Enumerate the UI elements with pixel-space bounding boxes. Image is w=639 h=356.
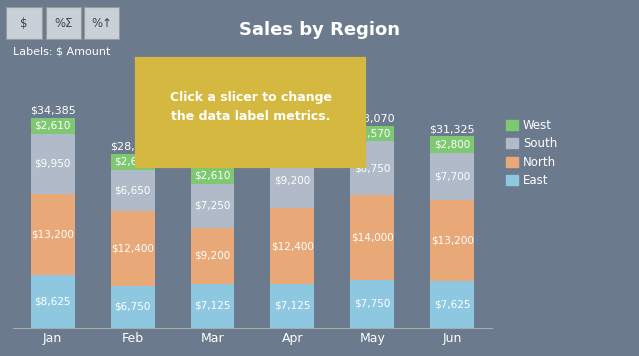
Bar bbox=[430, 281, 474, 328]
Text: $6,650: $6,650 bbox=[114, 185, 151, 195]
Text: Labels: $ Amount: Labels: $ Amount bbox=[13, 46, 110, 56]
Text: $6,750: $6,750 bbox=[114, 302, 151, 312]
Text: $7,250: $7,250 bbox=[194, 201, 231, 211]
Bar bbox=[31, 194, 75, 275]
Text: $9,950: $9,950 bbox=[35, 159, 71, 169]
Text: $7,125: $7,125 bbox=[194, 301, 231, 311]
Text: %Σ: %Σ bbox=[54, 17, 73, 30]
Bar bbox=[350, 195, 394, 280]
Text: $31,295: $31,295 bbox=[270, 124, 315, 135]
Text: $26,185: $26,185 bbox=[190, 156, 235, 166]
Text: $9,200: $9,200 bbox=[274, 175, 311, 185]
Bar bbox=[350, 126, 394, 141]
Bar bbox=[111, 286, 155, 328]
Text: $34,385: $34,385 bbox=[30, 105, 75, 116]
Text: $7,700: $7,700 bbox=[434, 172, 470, 182]
Bar bbox=[31, 275, 75, 328]
Text: $7,125: $7,125 bbox=[274, 301, 311, 311]
Bar bbox=[270, 137, 314, 152]
Text: $33,070: $33,070 bbox=[350, 114, 395, 124]
Bar bbox=[31, 118, 75, 134]
Text: $2,570: $2,570 bbox=[274, 139, 311, 150]
Bar bbox=[31, 134, 75, 194]
Bar bbox=[190, 184, 235, 228]
Bar bbox=[270, 152, 314, 208]
Text: $: $ bbox=[20, 17, 27, 30]
Text: $2,610: $2,610 bbox=[35, 121, 71, 131]
Bar bbox=[111, 170, 155, 211]
Bar bbox=[430, 153, 474, 200]
Bar bbox=[350, 280, 394, 328]
Text: $2,650: $2,650 bbox=[114, 157, 151, 167]
Bar bbox=[430, 136, 474, 153]
Bar bbox=[190, 284, 235, 328]
Bar bbox=[111, 211, 155, 286]
Text: $8,625: $8,625 bbox=[35, 296, 71, 306]
Bar bbox=[190, 168, 235, 184]
Text: Click a slicer to change
the data label metrics.: Click a slicer to change the data label … bbox=[170, 91, 332, 123]
Text: Sales by Region: Sales by Region bbox=[239, 21, 400, 40]
Text: $9,200: $9,200 bbox=[194, 251, 231, 261]
Text: %↑: %↑ bbox=[91, 17, 112, 30]
Text: $7,750: $7,750 bbox=[354, 299, 390, 309]
Text: $7,625: $7,625 bbox=[434, 299, 470, 309]
Bar bbox=[270, 284, 314, 328]
Bar bbox=[270, 208, 314, 284]
Text: $12,400: $12,400 bbox=[271, 241, 314, 251]
Bar bbox=[430, 200, 474, 281]
Text: $8,750: $8,750 bbox=[354, 163, 390, 173]
Bar bbox=[190, 228, 235, 284]
Text: $2,610: $2,610 bbox=[194, 171, 231, 181]
Text: $2,800: $2,800 bbox=[434, 140, 470, 150]
Text: $31,325: $31,325 bbox=[429, 124, 475, 134]
Text: $12,400: $12,400 bbox=[111, 244, 154, 253]
Legend: West, South, North, East: West, South, North, East bbox=[503, 116, 560, 190]
Text: $13,200: $13,200 bbox=[31, 230, 74, 240]
Text: $2,570: $2,570 bbox=[354, 129, 390, 138]
Bar bbox=[350, 141, 394, 195]
Text: $28,450: $28,450 bbox=[110, 142, 155, 152]
Text: $13,200: $13,200 bbox=[431, 236, 473, 246]
Text: $14,000: $14,000 bbox=[351, 232, 394, 242]
Bar bbox=[111, 154, 155, 170]
